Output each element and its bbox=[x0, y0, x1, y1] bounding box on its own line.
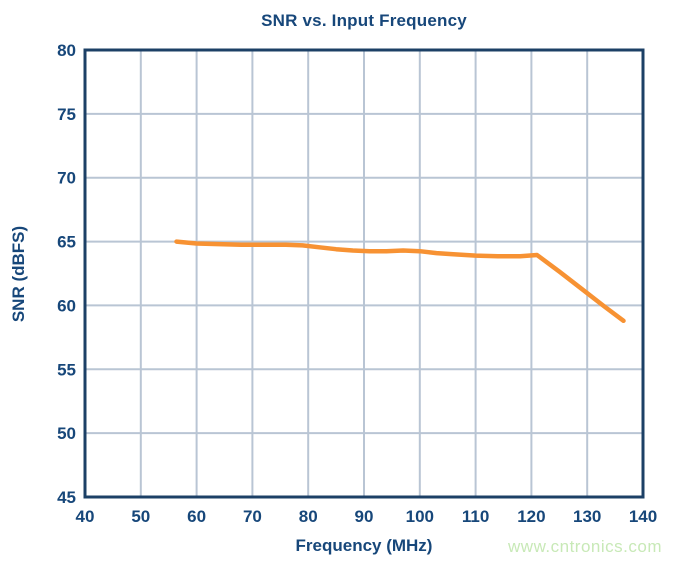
y-tick-label-75: 75 bbox=[57, 105, 76, 124]
y-tick-label-70: 70 bbox=[57, 169, 76, 188]
x-tick-label-70: 70 bbox=[243, 507, 262, 526]
x-tick-label-80: 80 bbox=[299, 507, 318, 526]
x-tick-label-120: 120 bbox=[517, 507, 545, 526]
chart-title: SNR vs. Input Frequency bbox=[261, 11, 467, 30]
y-tick-label-45: 45 bbox=[57, 488, 76, 507]
x-tick-label-40: 40 bbox=[76, 507, 95, 526]
y-tick-label-50: 50 bbox=[57, 424, 76, 443]
y-tick-label-65: 65 bbox=[57, 233, 76, 252]
x-tick-label-140: 140 bbox=[629, 507, 657, 526]
x-tick-label-130: 130 bbox=[573, 507, 601, 526]
x-axis-title: Frequency (MHz) bbox=[295, 536, 433, 555]
plot-frame-group bbox=[83, 48, 645, 499]
data-lines bbox=[174, 239, 626, 324]
x-tick-labels: 40 50 60 70 80 90 100 110 120 130 140 bbox=[76, 507, 658, 526]
x-tick-label-60: 60 bbox=[187, 507, 206, 526]
y-tick-label-60: 60 bbox=[57, 296, 76, 315]
x-tick-label-100: 100 bbox=[406, 507, 434, 526]
x-tick-label-50: 50 bbox=[131, 507, 150, 526]
plot-frame bbox=[83, 48, 645, 499]
data-line-snr bbox=[174, 239, 626, 324]
y-tick-label-80: 80 bbox=[57, 41, 76, 60]
watermark-text: www.cntronics.com bbox=[508, 537, 662, 556]
x-tick-label-90: 90 bbox=[355, 507, 374, 526]
y-tick-labels: 45 50 55 60 65 70 75 80 bbox=[57, 41, 76, 507]
y-tick-label-55: 55 bbox=[57, 360, 76, 379]
y-axis-title: SNR (dBFS) bbox=[9, 225, 28, 323]
x-tick-label-110: 110 bbox=[462, 507, 489, 526]
